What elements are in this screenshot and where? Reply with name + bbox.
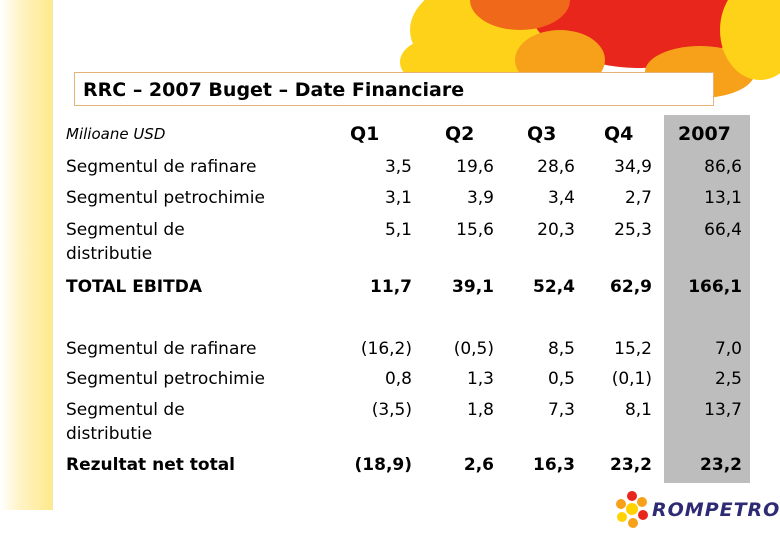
- table-cell: 2,6: [463, 455, 494, 475]
- table-cell: 7,3: [547, 400, 575, 420]
- table-cell: 86,6: [704, 157, 742, 177]
- table-cell: 8,1: [624, 400, 652, 420]
- table-cell: (0,1): [611, 369, 652, 389]
- table-cell: 11,7: [370, 277, 412, 297]
- table-cell: 15,2: [614, 339, 652, 359]
- table-cell: 34,9: [614, 157, 652, 177]
- table-cell: 16,3: [533, 455, 575, 475]
- column-header-q3: Q3: [527, 123, 557, 145]
- slide-title: RRC – 2007 Buget – Date Financiare: [83, 79, 465, 101]
- left-band-divider: [52, 0, 53, 510]
- table-cell: 5,1: [384, 220, 412, 240]
- table-cell: 3,5: [384, 157, 412, 177]
- row-label: Segmentul de distributie: [66, 400, 185, 444]
- table-cell: 3,9: [466, 188, 494, 208]
- table-cell: 166,1: [688, 277, 742, 297]
- row-label: Segmentul de rafinare: [66, 339, 257, 359]
- table-cell: 39,1: [452, 277, 494, 297]
- table-cell: 66,4: [704, 220, 742, 240]
- column-header-q4: Q4: [604, 123, 634, 145]
- year-column-highlight: [664, 115, 750, 483]
- row-label: Segmentul de distributie: [66, 220, 185, 264]
- column-header-q2: Q2: [445, 123, 475, 145]
- table-cell: 52,4: [533, 277, 575, 297]
- row-label: Segmentul petrochimie: [66, 369, 265, 389]
- table-cell: 1,3: [466, 369, 494, 389]
- logo-wordmark: ROMPETROL: [652, 499, 780, 521]
- column-header-q1: Q1: [350, 123, 380, 145]
- table-cell: (18,9): [354, 455, 412, 475]
- column-header-2007: 2007: [678, 123, 731, 145]
- table-cell: 23,2: [700, 455, 742, 475]
- sun-logo-icon: [616, 491, 648, 528]
- table-cell: 3,1: [384, 188, 412, 208]
- table-cell: 25,3: [614, 220, 652, 240]
- left-decorative-band: [0, 0, 52, 510]
- table-cell: 1,8: [466, 400, 494, 420]
- title-box: RRC – 2007 Buget – Date Financiare: [74, 72, 714, 106]
- table-cell: 13,1: [704, 188, 742, 208]
- row-label: Rezultat net total: [66, 455, 235, 475]
- table-cell: 8,5: [547, 339, 575, 359]
- table-cell: 2,5: [714, 369, 742, 389]
- table-cell: 23,2: [610, 455, 652, 475]
- table-cell: 28,6: [537, 157, 575, 177]
- row-label: Segmentul de rafinare: [66, 157, 257, 177]
- row-label: Segmentul petrochimie: [66, 188, 265, 208]
- table-cell: 0,8: [384, 369, 412, 389]
- table-cell: 15,6: [456, 220, 494, 240]
- table-cell: 20,3: [537, 220, 575, 240]
- table-cell: (0,5): [453, 339, 494, 359]
- table-cell: 0,5: [547, 369, 575, 389]
- row-label: TOTAL EBITDA: [66, 277, 202, 297]
- rompetrol-logo: ROMPETROL: [612, 488, 780, 532]
- table-cell: 62,9: [610, 277, 652, 297]
- table-cell: 2,7: [624, 188, 652, 208]
- table-cell: 19,6: [456, 157, 494, 177]
- table-cell: (3,5): [371, 400, 412, 420]
- table-cell: (16,2): [360, 339, 412, 359]
- unit-label: Milioane USD: [66, 125, 166, 143]
- table-cell: 3,4: [547, 188, 575, 208]
- table-cell: 13,7: [704, 400, 742, 420]
- table-cell: 7,0: [714, 339, 742, 359]
